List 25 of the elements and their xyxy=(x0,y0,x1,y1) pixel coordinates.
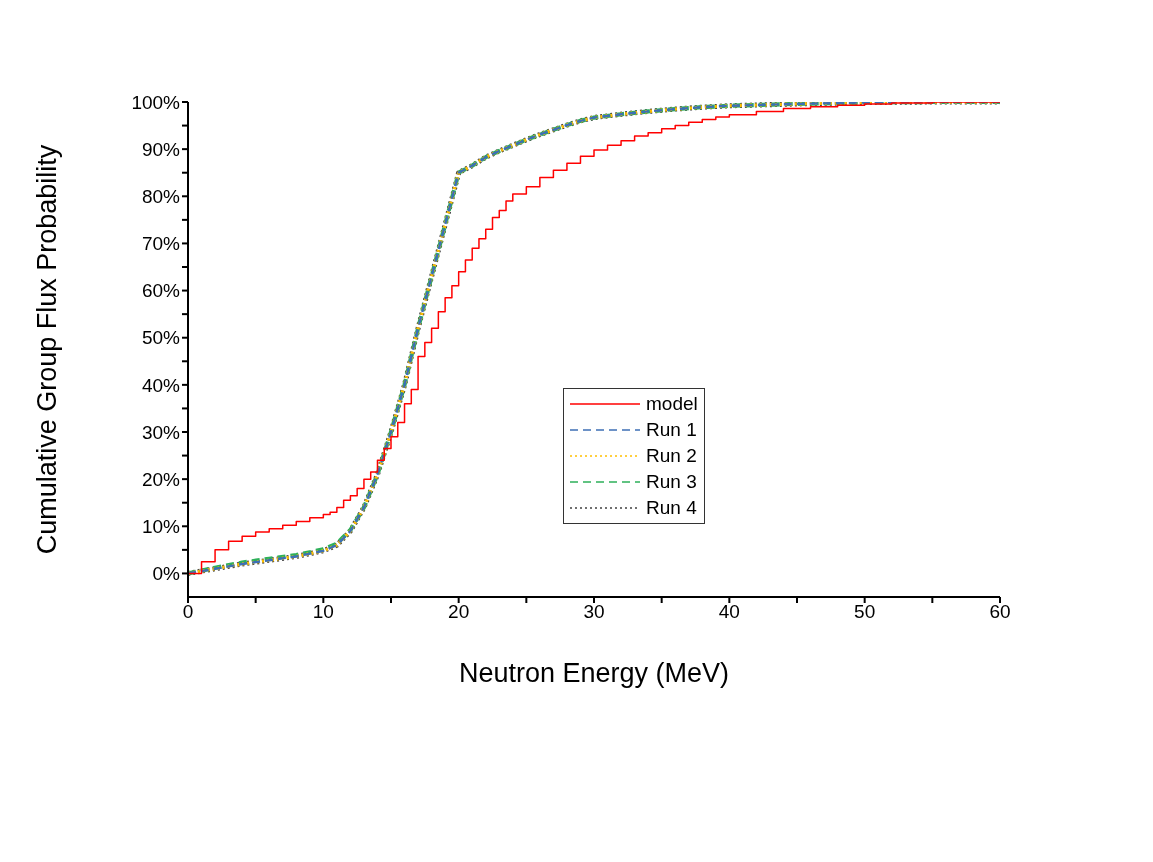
x-tick-label: 20 xyxy=(448,601,470,623)
x-tick-label: 30 xyxy=(583,601,605,623)
y-tick-label: 10% xyxy=(141,516,181,538)
x-tick-label: 0 xyxy=(182,601,194,623)
y-tick-label: 50% xyxy=(141,327,181,349)
y-tick-label: 60% xyxy=(141,280,181,302)
legend-label: model xyxy=(646,393,698,415)
y-axis-title: Cumulative Group Flux Probability xyxy=(31,144,62,555)
y-tick-label: 0% xyxy=(152,563,181,585)
x-axis-title: Neutron Energy (MeV) xyxy=(458,658,730,688)
x-tick-label: 10 xyxy=(312,601,334,623)
y-tick-label: 70% xyxy=(141,233,181,255)
y-tick-label: 80% xyxy=(141,186,181,208)
x-tick-label: 50 xyxy=(854,601,876,623)
legend-label: Run 1 xyxy=(646,419,697,441)
y-tick-label: 20% xyxy=(141,468,181,490)
legend-label: Run 2 xyxy=(646,445,697,467)
y-tick-label: 30% xyxy=(141,421,181,443)
x-tick-label: 60 xyxy=(989,601,1011,623)
y-tick-label: 100% xyxy=(131,91,181,113)
y-tick-label: 90% xyxy=(141,138,181,160)
legend-label: Run 4 xyxy=(646,497,697,519)
x-tick-label: 40 xyxy=(718,601,740,623)
y-tick-label: 40% xyxy=(141,374,181,396)
legend-label: Run 3 xyxy=(646,471,697,493)
